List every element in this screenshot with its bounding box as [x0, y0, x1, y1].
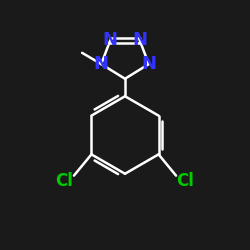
Text: Cl: Cl	[56, 172, 74, 190]
Text: N: N	[103, 31, 118, 49]
Text: N: N	[94, 55, 109, 73]
Text: Cl: Cl	[176, 172, 194, 190]
Text: N: N	[132, 31, 147, 49]
Text: N: N	[141, 55, 156, 73]
